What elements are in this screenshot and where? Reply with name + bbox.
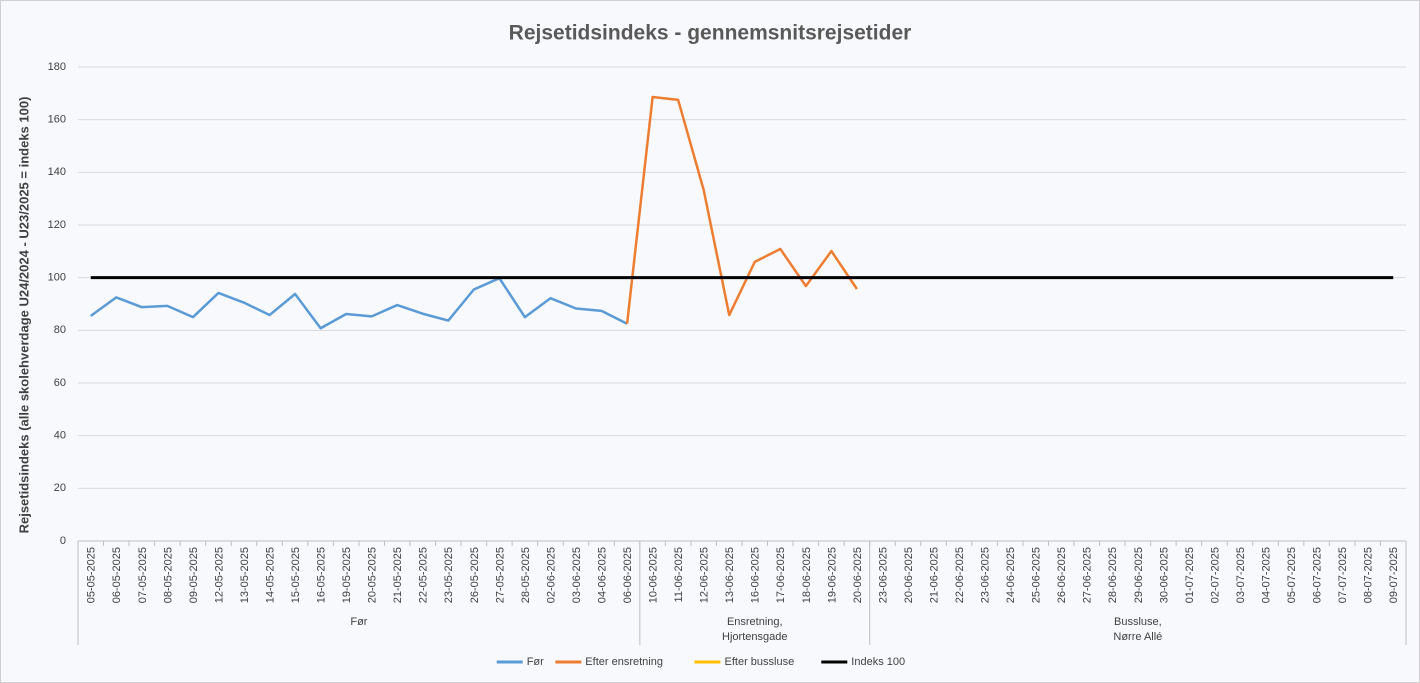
y-tick-label: 20 — [54, 482, 66, 494]
x-tick-label: 20-06-2025 — [852, 547, 864, 603]
x-tick-label: 06-07-2025 — [1312, 547, 1324, 603]
x-tick-label: 04-07-2025 — [1260, 547, 1272, 603]
legend-label: Efter bussluse — [725, 656, 795, 668]
x-tick-label: 27-06-2025 — [1082, 547, 1094, 603]
x-tick-label: 24-06-2025 — [1005, 547, 1017, 603]
series-line — [625, 95, 858, 324]
x-tick-label: 22-06-2025 — [954, 547, 966, 603]
x-tick-label: 29-06-2025 — [1133, 547, 1145, 603]
group-label: Ensretning, Hjortensgade — [722, 616, 788, 643]
x-tick-label: 30-06-2025 — [1158, 547, 1170, 603]
x-tick-label: 12-06-2025 — [699, 547, 711, 603]
x-tick-label: 02-06-2025 — [545, 547, 557, 603]
x-tick-label: 16-05-2025 — [316, 547, 328, 603]
legend-label: Før — [527, 656, 544, 668]
y-tick-label: 180 — [48, 61, 66, 73]
x-tick-label: 22-05-2025 — [418, 547, 430, 603]
x-tick-label: 25-06-2025 — [1031, 547, 1043, 603]
group-label: Bussluse, Nørre Allé — [1113, 616, 1163, 643]
x-tick-label: 15-05-2025 — [290, 547, 302, 603]
x-tick-label: 08-05-2025 — [162, 547, 174, 603]
y-tick-label: 80 — [54, 324, 66, 336]
x-tick-label: 07-05-2025 — [137, 547, 149, 603]
x-tick-label: 27-05-2025 — [494, 547, 506, 603]
x-tick-label: 06-06-2025 — [622, 547, 634, 603]
x-tick-label: 26-06-2025 — [1056, 547, 1068, 603]
y-axis-label: Rejsetidsindeks (alle skolehverdage U24/… — [16, 97, 31, 534]
x-tick-label: 11-06-2025 — [673, 547, 685, 602]
group-label: Før — [350, 616, 368, 628]
x-tick-label: 03-07-2025 — [1235, 547, 1247, 603]
x-tick-label: 20-06-2025 — [903, 547, 915, 603]
x-tick-label: 05-07-2025 — [1286, 547, 1298, 603]
x-tick-label: 13-05-2025 — [239, 547, 251, 603]
x-tick-label: 03-06-2025 — [571, 547, 583, 603]
x-tick-label: 16-06-2025 — [750, 547, 762, 603]
x-tick-label: 17-06-2025 — [775, 547, 787, 603]
x-tick-label: 13-06-2025 — [724, 547, 736, 603]
x-tick-label: 23-06-2025 — [877, 547, 889, 603]
y-tick-label: 140 — [48, 166, 66, 178]
x-tick-label: 05-05-2025 — [86, 547, 98, 603]
x-tick-label: 19-06-2025 — [826, 547, 838, 603]
x-tick-label: 19-05-2025 — [341, 547, 353, 603]
x-tick-label: 01-07-2025 — [1184, 547, 1196, 603]
y-tick-label: 120 — [48, 219, 66, 231]
x-tick-label: 12-05-2025 — [213, 547, 225, 603]
x-tick-label: 09-07-2025 — [1388, 547, 1400, 603]
x-tick-label: 23-06-2025 — [980, 547, 992, 603]
y-tick-label: 100 — [48, 272, 66, 284]
x-tick-label: 20-05-2025 — [367, 547, 379, 603]
x-tick-label: 21-05-2025 — [392, 547, 404, 603]
x-tick-label: 04-06-2025 — [596, 547, 608, 603]
x-tick-label: 10-06-2025 — [648, 547, 660, 603]
x-tick-label: 28-06-2025 — [1107, 547, 1119, 603]
x-tick-label: 14-05-2025 — [264, 547, 276, 603]
y-tick-label: 160 — [48, 114, 66, 126]
x-tick-label: 07-07-2025 — [1337, 547, 1349, 603]
y-tick-label: 0 — [60, 535, 66, 547]
series-line — [90, 276, 628, 330]
y-tick-label: 40 — [54, 430, 66, 442]
x-tick-label: 28-05-2025 — [520, 547, 532, 603]
x-tick-label: 08-07-2025 — [1363, 547, 1375, 603]
x-tick-label: 26-05-2025 — [469, 547, 481, 603]
x-tick-label: 23-05-2025 — [443, 547, 455, 603]
legend-label: Indeks 100 — [851, 656, 905, 668]
x-tick-label: 18-06-2025 — [801, 547, 813, 603]
x-tick-label: 02-07-2025 — [1209, 547, 1221, 603]
legend-label: Efter ensretning — [585, 656, 663, 668]
y-tick-label: 60 — [54, 377, 66, 389]
chart-title: Rejsetidsindeks - gennemsnitsrejsetider — [509, 22, 912, 45]
x-tick-label: 06-05-2025 — [111, 547, 123, 603]
x-tick-label: 09-05-2025 — [188, 547, 200, 603]
x-tick-label: 21-06-2025 — [928, 547, 940, 603]
